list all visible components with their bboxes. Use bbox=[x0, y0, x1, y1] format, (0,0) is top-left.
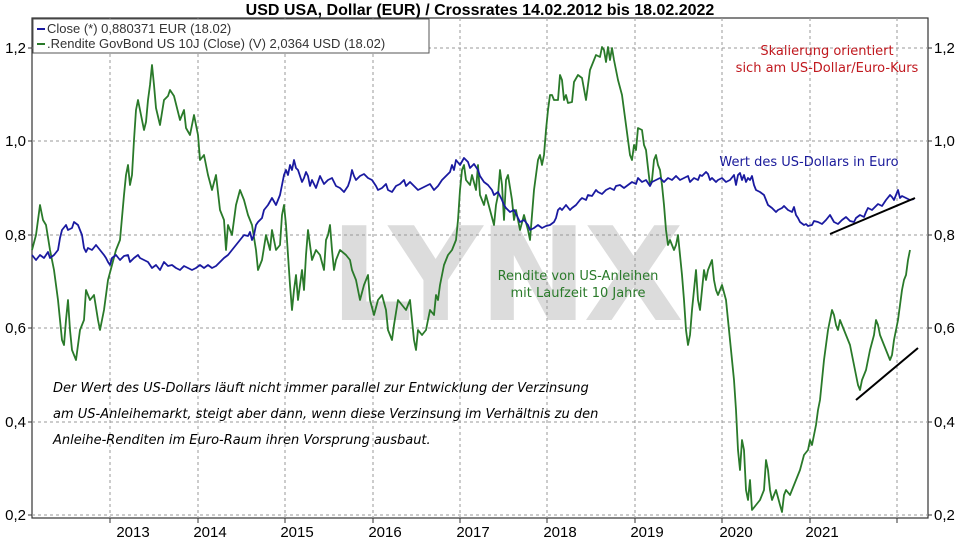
legend-box bbox=[32, 18, 430, 54]
y-tick-label: 0,2 bbox=[934, 507, 955, 524]
chart-title: USD USA, Dollar (EUR) / Crossrates 14.02… bbox=[246, 2, 715, 19]
y-minor-ticks bbox=[28, 47, 932, 516]
y-tick-label: 1,0 bbox=[934, 133, 955, 150]
yield-series-line bbox=[31, 46, 911, 513]
commentary-line2: am US-Anleihemarkt, steigt aber dann, we… bbox=[53, 407, 598, 422]
commentary-line3: Anleihe-Renditen im Euro-Raum ihren Vors… bbox=[52, 433, 431, 448]
x-tick-label: 2013 bbox=[116, 524, 149, 540]
y-tick-label: 0,6 bbox=[934, 320, 955, 337]
y-tick-label: 1,0 bbox=[5, 133, 26, 150]
x-tick-label: 2020 bbox=[719, 524, 752, 540]
yield-trendline bbox=[855, 347, 919, 401]
lynx-watermark: LYNX bbox=[330, 199, 682, 351]
scaling-note-line2: sich am US-Dollar/Euro-Kurs bbox=[736, 61, 919, 76]
usd-series-line bbox=[31, 157, 915, 271]
x-tick-label: 2015 bbox=[280, 524, 313, 540]
x-tick-label: 2019 bbox=[630, 524, 663, 540]
legend-item-yield: .Rendite GovBond US 10J (Close) (V) 2,03… bbox=[47, 36, 385, 51]
x-tick-label: 2014 bbox=[193, 524, 226, 540]
x-tick-label: 2021 bbox=[805, 524, 838, 540]
y-axis-left: 1,2 1,0 0,8 0,6 0,4 0,2 bbox=[5, 40, 26, 524]
y-tick-label: 0,4 bbox=[934, 414, 955, 431]
commentary-line1: Der Wert des US-Dollars läuft nicht imme… bbox=[53, 381, 589, 396]
x-axis: 2013 2014 2015 2016 2017 2018 2019 2020 … bbox=[116, 524, 838, 540]
x-ticks bbox=[109, 518, 898, 523]
y-axis-right: 1,2 1,0 0,8 0,6 0,4 0,2 bbox=[934, 40, 955, 524]
y-tick-label: 0,8 bbox=[934, 227, 955, 244]
y-tick-label: 0,2 bbox=[5, 507, 26, 524]
v-gridlines bbox=[109, 18, 898, 518]
yield-series-label-line2: mit Laufzeit 10 Jahre bbox=[511, 286, 646, 301]
y-tick-label: 1,2 bbox=[934, 40, 955, 57]
h-gridlines bbox=[32, 47, 928, 516]
y-tick-label: 0,6 bbox=[5, 320, 26, 337]
y-tick-label: 0,8 bbox=[5, 227, 26, 244]
x-tick-label: 2018 bbox=[543, 524, 576, 540]
usd-trendline bbox=[829, 197, 916, 235]
usd-series-label: Wert des US-Dollars in Euro bbox=[719, 155, 898, 170]
x-tick-label: 2017 bbox=[456, 524, 489, 540]
legend: Close (*) 0,880371 EUR (18.02) .Rendite … bbox=[32, 18, 430, 54]
y-tick-label: 0,4 bbox=[5, 414, 26, 431]
y-tick-label: 1,2 bbox=[5, 40, 26, 57]
x-tick-label: 2016 bbox=[368, 524, 401, 540]
yield-series-label-line1: Rendite von US-Anleihen bbox=[498, 269, 659, 284]
scaling-note-line1: Skalierung orientiert bbox=[760, 44, 893, 59]
legend-item-usd: Close (*) 0,880371 EUR (18.02) bbox=[47, 21, 231, 36]
